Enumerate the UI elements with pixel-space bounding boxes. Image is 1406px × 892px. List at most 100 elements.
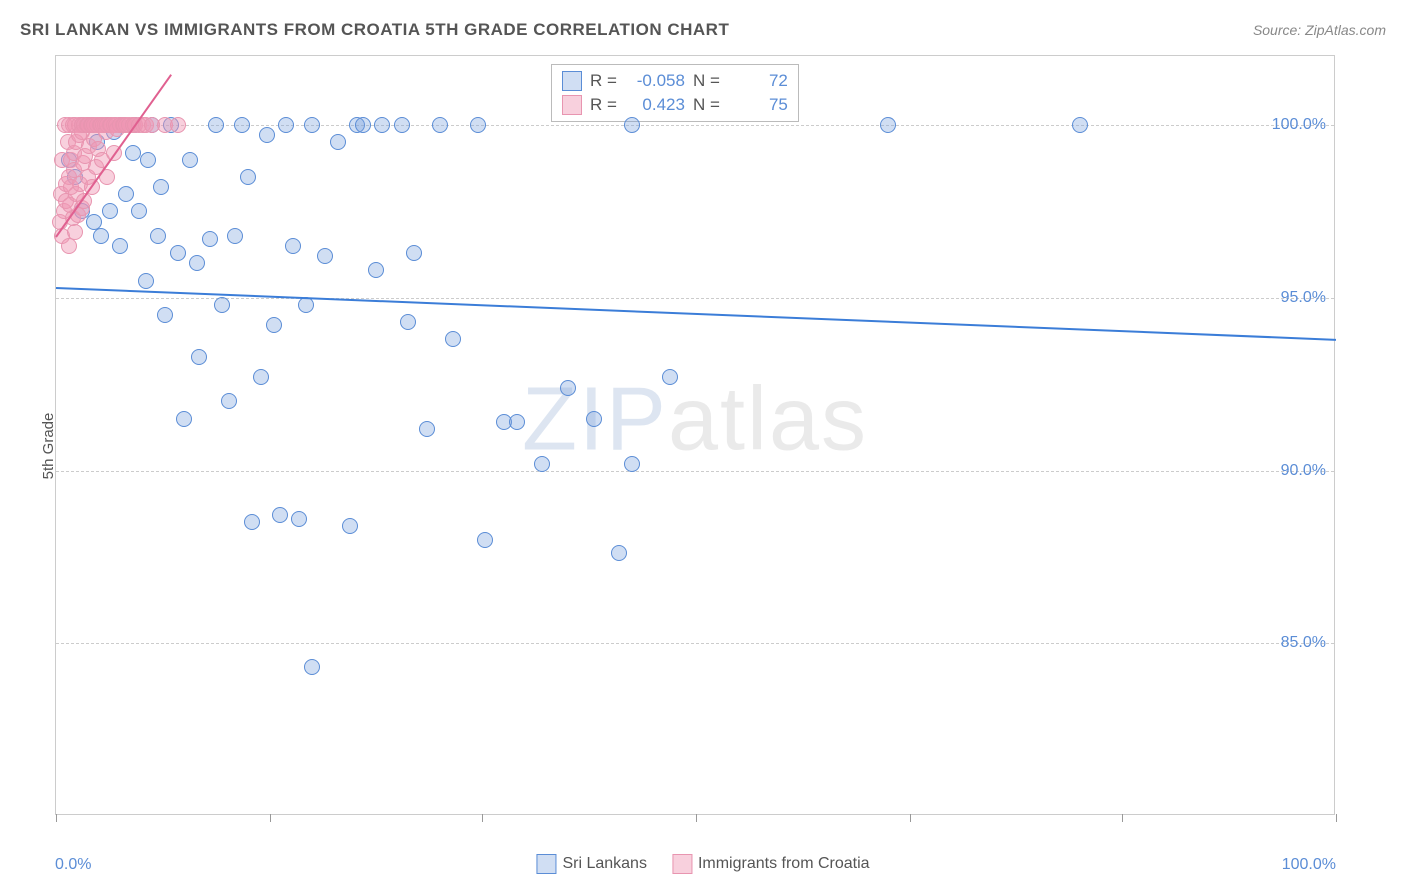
data-point: [138, 273, 154, 289]
data-point: [153, 179, 169, 195]
chart-title: SRI LANKAN VS IMMIGRANTS FROM CROATIA 5T…: [20, 20, 729, 40]
data-point: [176, 411, 192, 427]
data-point: [278, 117, 294, 133]
r-value-2: 0.423: [625, 95, 685, 115]
y-tick-label: 85.0%: [1281, 634, 1326, 652]
data-point: [93, 228, 109, 244]
data-point: [560, 380, 576, 396]
data-point: [355, 117, 371, 133]
gridline: [56, 643, 1334, 644]
data-point: [189, 255, 205, 271]
data-point: [157, 307, 173, 323]
data-point: [509, 414, 525, 430]
data-point: [432, 117, 448, 133]
data-point: [140, 152, 156, 168]
data-point: [131, 203, 147, 219]
data-point: [227, 228, 243, 244]
data-point: [182, 152, 198, 168]
n-value-1: 72: [728, 71, 788, 91]
x-tick: [56, 814, 57, 822]
data-point: [400, 314, 416, 330]
r-value-1: -0.058: [625, 71, 685, 91]
gridline: [56, 298, 1334, 299]
data-point: [191, 349, 207, 365]
scatter-plot: ZIPatlas R = -0.058 N = 72 R = 0.423 N =…: [55, 55, 1335, 815]
legend-label-2: Immigrants from Croatia: [698, 855, 870, 873]
data-point: [272, 507, 288, 523]
legend-label-1: Sri Lankans: [562, 855, 647, 873]
data-point: [342, 518, 358, 534]
data-point: [317, 248, 333, 264]
stats-row-2: R = 0.423 N = 75: [562, 93, 788, 117]
data-point: [304, 659, 320, 675]
legend-swatch-2: [672, 854, 692, 874]
data-point: [368, 262, 384, 278]
data-point: [285, 238, 301, 254]
x-tick: [482, 814, 483, 822]
trend-line: [56, 287, 1336, 341]
y-tick-label: 95.0%: [1281, 289, 1326, 307]
n-label-2: N =: [693, 95, 720, 115]
data-point: [611, 545, 627, 561]
n-value-2: 75: [728, 95, 788, 115]
data-point: [150, 228, 166, 244]
legend: Sri Lankans Immigrants from Croatia: [536, 854, 869, 874]
data-point: [394, 117, 410, 133]
legend-swatch-1: [536, 854, 556, 874]
n-label: N =: [693, 71, 720, 91]
data-point: [259, 127, 275, 143]
data-point: [624, 117, 640, 133]
x-tick: [1122, 814, 1123, 822]
data-point: [880, 117, 896, 133]
data-point: [419, 421, 435, 437]
data-point: [266, 317, 282, 333]
data-point: [330, 134, 346, 150]
data-point: [202, 231, 218, 247]
data-point: [406, 245, 422, 261]
data-point: [470, 117, 486, 133]
x-tick: [1336, 814, 1337, 822]
source-label: Source: ZipAtlas.com: [1253, 22, 1386, 38]
data-point: [304, 117, 320, 133]
legend-item-1: Sri Lankans: [536, 854, 647, 874]
data-point: [1072, 117, 1088, 133]
data-point: [586, 411, 602, 427]
x-tick: [696, 814, 697, 822]
data-point: [291, 511, 307, 527]
swatch-series-1: [562, 71, 582, 91]
data-point: [445, 331, 461, 347]
title-bar: SRI LANKAN VS IMMIGRANTS FROM CROATIA 5T…: [20, 20, 1386, 40]
data-point: [221, 393, 237, 409]
legend-item-2: Immigrants from Croatia: [672, 854, 870, 874]
y-tick-label: 90.0%: [1281, 462, 1326, 480]
r-label-2: R =: [590, 95, 617, 115]
stats-row-1: R = -0.058 N = 72: [562, 69, 788, 93]
x-tick: [910, 814, 911, 822]
data-point: [244, 514, 260, 530]
data-point: [125, 145, 141, 161]
data-point: [214, 297, 230, 313]
r-label: R =: [590, 71, 617, 91]
data-point: [170, 117, 186, 133]
gridline: [56, 471, 1334, 472]
x-tick: [270, 814, 271, 822]
data-point: [112, 238, 128, 254]
data-point: [374, 117, 390, 133]
data-point: [67, 224, 83, 240]
data-point: [102, 203, 118, 219]
stats-box: R = -0.058 N = 72 R = 0.423 N = 75: [551, 64, 799, 122]
watermark-atlas: atlas: [668, 369, 868, 469]
x-axis-max-label: 100.0%: [1282, 856, 1336, 874]
data-point: [477, 532, 493, 548]
swatch-series-2: [562, 95, 582, 115]
data-point: [61, 238, 77, 254]
x-axis-min-label: 0.0%: [55, 856, 91, 874]
data-point: [234, 117, 250, 133]
data-point: [208, 117, 224, 133]
data-point: [240, 169, 256, 185]
data-point: [534, 456, 550, 472]
data-point: [662, 369, 678, 385]
data-point: [253, 369, 269, 385]
data-point: [170, 245, 186, 261]
y-tick-label: 100.0%: [1272, 116, 1326, 134]
